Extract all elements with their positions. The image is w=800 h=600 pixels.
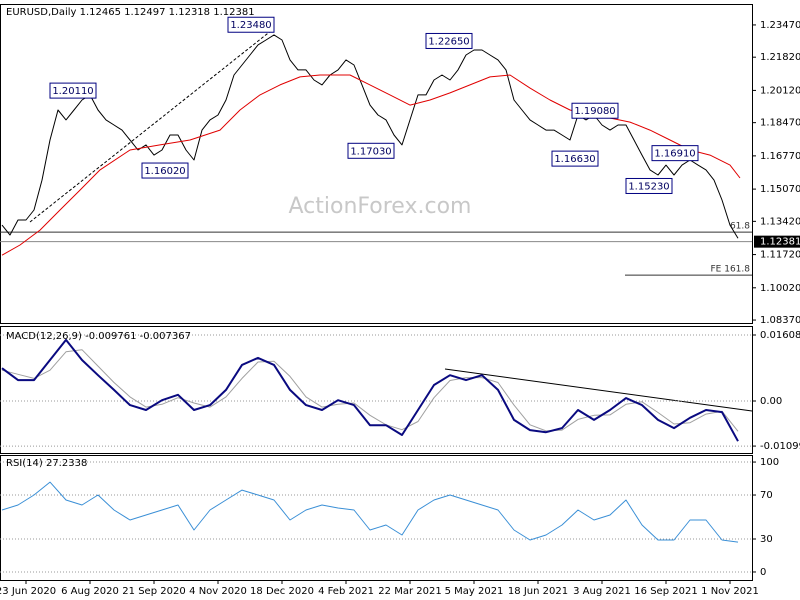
price-panel (0, 4, 753, 324)
price-label-box (227, 16, 275, 33)
price-label: 1.20110 (52, 86, 93, 97)
macd-trend-line (444, 368, 753, 412)
series-line (1, 481, 739, 543)
price-label-box (651, 145, 699, 162)
y-tick-label: 1.11720 (760, 250, 800, 261)
panel-title: RSI(14) 27.2338 (6, 458, 87, 469)
y-tick-label: 30 (760, 534, 773, 545)
y-tick-label: 1.20120 (760, 85, 800, 96)
x-tick-label: 4 Nov 2020 (189, 586, 247, 597)
rsi-panel (0, 455, 753, 581)
price-label: 1.16020 (144, 166, 185, 177)
x-tick-label: 4 Feb 2021 (318, 586, 374, 597)
x-tick-label: 21 Sep 2020 (122, 586, 185, 597)
last-price-box (754, 235, 800, 248)
price-label-box (571, 102, 619, 119)
series-line (1, 34, 739, 239)
y-tick-label: 1.16770 (760, 151, 800, 162)
y-tick-label: 1.23470 (760, 20, 800, 31)
y-tick-label: 0.016089 (760, 330, 800, 341)
panel-title: EURUSD,Daily 1.12465 1.12497 1.12318 1.1… (6, 7, 255, 18)
y-tick-label: 1.21820 (760, 52, 800, 63)
macd-panel (0, 326, 753, 454)
series-line (1, 338, 739, 442)
x-tick-label: 5 May 2021 (445, 586, 504, 597)
price-label: 1.22650 (428, 36, 469, 47)
price-label: 1.17030 (350, 146, 391, 157)
x-tick-label: 6 Aug 2020 (61, 586, 119, 597)
trend-line (29, 29, 273, 223)
y-tick-label: 1.18470 (760, 118, 800, 129)
price-label-box (347, 142, 395, 159)
price-label-box (49, 82, 97, 99)
y-tick-label: 1.15070 (760, 184, 800, 195)
y-tick-label: 1.10020 (760, 283, 800, 294)
price-label: 1.23480 (230, 20, 271, 31)
last-price-label: 1.12381 (760, 237, 800, 248)
y-tick-label: 0.00 (760, 396, 782, 407)
x-tick-label: 3 Aug 2021 (573, 586, 631, 597)
series-line (1, 349, 739, 432)
price-label-box (625, 177, 673, 194)
x-tick-label: 18 Dec 2020 (250, 586, 314, 597)
level-label: 61.8 (730, 222, 750, 232)
level-label: FE 161.8 (711, 265, 751, 275)
price-label-box (425, 32, 473, 49)
price-label: 1.16630 (554, 154, 595, 165)
y-tick-label: 0 (760, 567, 766, 578)
x-tick-label: 1 Nov 2021 (701, 586, 759, 597)
panel-title: MACD(12,26,9) -0.009761 -0.007367 (6, 331, 191, 342)
price-label-box (551, 150, 599, 167)
x-tick-label: 22 Mar 2021 (378, 586, 441, 597)
price-label-box (141, 162, 189, 179)
watermark: ActionForex.com (289, 194, 472, 219)
x-tick-label: 16 Sep 2021 (634, 586, 697, 597)
price-label: 1.19080 (574, 106, 615, 117)
series-line (1, 74, 741, 256)
y-tick-label: -0.010992 (760, 441, 800, 452)
price-label: 1.15230 (628, 181, 669, 192)
y-tick-label: 1.08370 (760, 315, 800, 326)
x-tick-label: 23 Jun 2020 (0, 586, 56, 597)
y-tick-label: 1.13420 (760, 216, 800, 227)
y-tick-label: 70 (760, 490, 773, 501)
x-tick-label: 18 Jun 2021 (508, 586, 568, 597)
price-label: 1.16910 (654, 149, 695, 160)
y-tick-label: 100 (760, 457, 779, 468)
